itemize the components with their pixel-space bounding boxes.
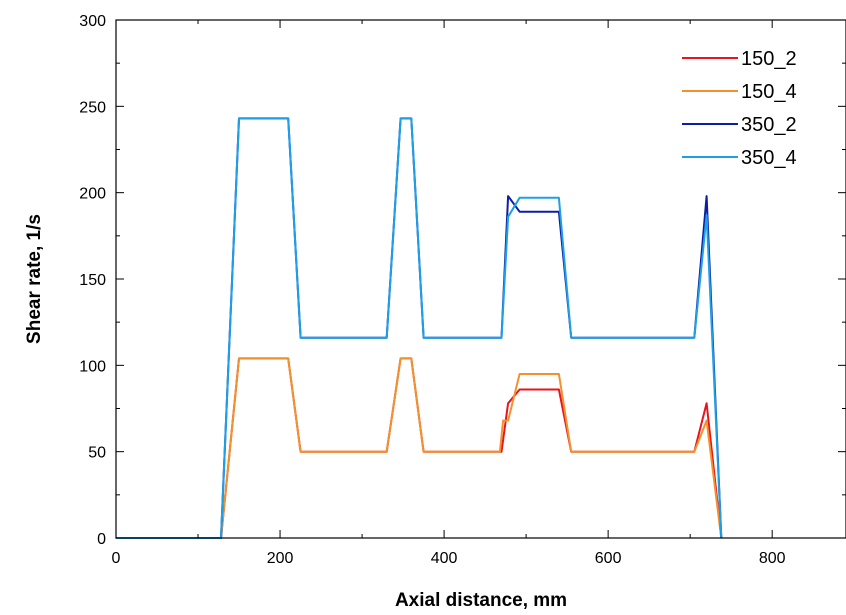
y-tick-label: 100 <box>79 358 106 375</box>
legend-label: 350_2 <box>741 114 797 136</box>
y-tick-label: 250 <box>79 99 106 116</box>
y-tick-label: 0 <box>97 531 106 548</box>
y-tick-label: 50 <box>88 445 106 462</box>
x-tick-label: 800 <box>759 550 786 567</box>
y-axis: 0 50 100 150 200 250 300 <box>79 13 846 548</box>
series-line-150_4 <box>116 357 723 539</box>
x-tick-label: 600 <box>595 550 622 567</box>
legend: 150_2 150_4 350_2 350_4 <box>682 48 797 169</box>
legend-label: 350_4 <box>741 147 797 169</box>
series-line-350_4 <box>116 117 723 539</box>
series-line-350_2 <box>116 117 723 539</box>
legend-label: 150_4 <box>741 81 797 103</box>
y-tick-label: 200 <box>79 186 106 203</box>
x-tick-label: 400 <box>431 550 458 567</box>
legend-label: 150_2 <box>741 48 797 70</box>
x-axis-title: Axial distance, mm <box>395 590 567 611</box>
series-line-150_2 <box>116 357 723 539</box>
x-tick-label: 200 <box>267 550 294 567</box>
y-tick-label: 150 <box>79 272 106 289</box>
x-axis: 0 200 400 600 800 <box>112 20 786 567</box>
y-tick-label: 300 <box>79 13 106 30</box>
y-axis-title: Shear rate, 1/s <box>24 214 45 344</box>
x-tick-label: 0 <box>112 550 121 567</box>
series-layer <box>116 117 723 539</box>
plot-frame <box>115 19 846 539</box>
